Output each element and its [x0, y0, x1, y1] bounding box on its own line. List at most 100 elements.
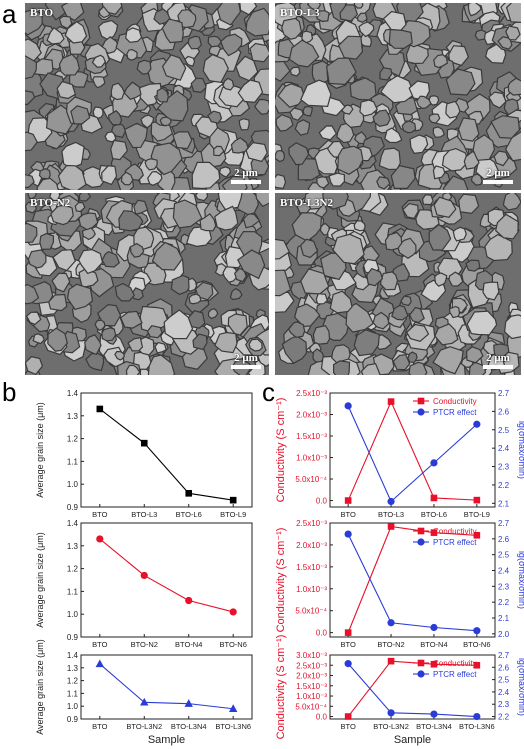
sem-grain	[312, 325, 331, 345]
data-point	[185, 490, 193, 497]
y2-axis-label: lg(σmax/σmin)	[517, 551, 524, 609]
sem-grain	[484, 233, 513, 262]
sem-grain	[124, 122, 148, 149]
sem-grain	[101, 251, 121, 268]
y-tick-label: 1.0	[67, 702, 79, 711]
data-point	[344, 660, 352, 668]
sem-grain	[250, 155, 269, 176]
sem-grain	[306, 3, 322, 12]
data-point	[95, 659, 105, 668]
sem-grain	[495, 213, 519, 240]
sem-grain	[222, 265, 239, 283]
sem-image: BTO 2 μm	[25, 3, 269, 190]
sem-grain	[337, 35, 364, 60]
x-tick-label: BTO-L3N4	[416, 722, 452, 731]
sem-grain	[57, 164, 87, 190]
y2-tick-label: 2.6	[498, 407, 510, 416]
sem-grain	[442, 175, 469, 190]
plot-frame	[80, 392, 253, 508]
y-axis-label: Average grain size (μm)	[35, 639, 45, 735]
sem-grain	[25, 90, 36, 106]
y-tick-label: 1.5x10⁻³	[296, 432, 327, 441]
sem-grain	[150, 142, 183, 176]
x-axis-label: Sample	[394, 734, 431, 746]
data-point	[185, 596, 193, 605]
data-point	[430, 660, 438, 668]
sem-grain	[202, 53, 229, 83]
data-point	[96, 535, 104, 543]
sem-grain	[388, 28, 413, 50]
series-line	[99, 408, 234, 501]
y2-tick-label: 2.0	[498, 630, 510, 639]
sem-grain	[192, 333, 208, 351]
y2-tick-label: 2.5	[498, 676, 510, 685]
sem-grain	[154, 341, 167, 354]
sem-grain	[432, 346, 464, 375]
y2-tick-label: 2.1	[498, 614, 510, 623]
sem-grain	[191, 161, 221, 190]
sem-grain	[416, 95, 432, 110]
sem-grain	[218, 166, 232, 178]
sem-grain	[465, 346, 484, 364]
sem-grain	[493, 150, 509, 167]
sem-grain	[151, 241, 184, 271]
sem-grain	[297, 157, 321, 181]
sem-grain	[147, 170, 163, 186]
sem-grain	[110, 139, 128, 161]
sem-grain	[302, 105, 313, 117]
sem-grain	[275, 238, 291, 260]
sem-grain	[48, 293, 68, 312]
sem-grain	[294, 119, 311, 136]
y-tick-label: 1.3	[67, 664, 79, 673]
sem-grain	[64, 20, 88, 44]
y-tick-label: 1.0	[67, 610, 79, 619]
sem-grain	[207, 35, 223, 48]
data-point	[140, 571, 148, 580]
sem-grain	[239, 3, 258, 16]
sem-grain	[366, 267, 384, 287]
sem-grain	[318, 125, 338, 141]
sem-grain	[184, 55, 196, 67]
x-tick-label: BTO-N2	[377, 640, 404, 649]
x-tick-label: BTO-L9	[220, 510, 246, 519]
sem-grain	[172, 131, 193, 150]
scale-bar-label: 2 μm	[234, 352, 258, 364]
sem-grain	[94, 319, 106, 331]
sem-grain	[56, 80, 77, 100]
sem-grain	[199, 213, 217, 232]
sem-grain	[275, 114, 294, 132]
sem-grain	[299, 238, 319, 259]
data-point	[473, 420, 481, 428]
y-tick-label: 1.2	[67, 565, 79, 574]
data-point	[473, 531, 481, 539]
sem-grain	[475, 155, 500, 180]
y-tick-label: 1.4	[67, 389, 79, 398]
sem-grain	[488, 91, 507, 109]
y-tick-label: 2.0x10⁻³	[296, 411, 327, 420]
sem-grain	[379, 75, 416, 104]
plot-frame	[80, 654, 253, 720]
data-point	[430, 494, 438, 502]
x-tick-label: BTO	[341, 510, 356, 519]
sem-grain	[349, 77, 377, 101]
y-axis-label: Conductivity (S cm⁻¹)	[275, 635, 287, 740]
sem-grain	[107, 110, 123, 126]
sem-grain	[408, 306, 425, 324]
sem-grain	[402, 202, 419, 219]
sem-grain	[384, 127, 403, 144]
sem-grain	[214, 205, 239, 231]
sem-grain	[289, 107, 304, 122]
sem-grain	[289, 66, 301, 77]
x-tick-label: BTO	[341, 722, 356, 731]
sem-grain	[61, 141, 85, 169]
sem-grain	[337, 145, 364, 175]
x-tick-label: BTO-L6	[176, 510, 202, 519]
data-point	[229, 496, 237, 504]
sem-grain	[237, 79, 264, 104]
y-tick-label: 3.0x10⁻³	[296, 651, 327, 660]
sem-grain	[70, 105, 91, 125]
sem-grain	[78, 212, 99, 231]
y2-tick-label: 2.3	[498, 463, 510, 472]
sem-grain	[458, 193, 480, 215]
sem-grain	[156, 87, 169, 103]
